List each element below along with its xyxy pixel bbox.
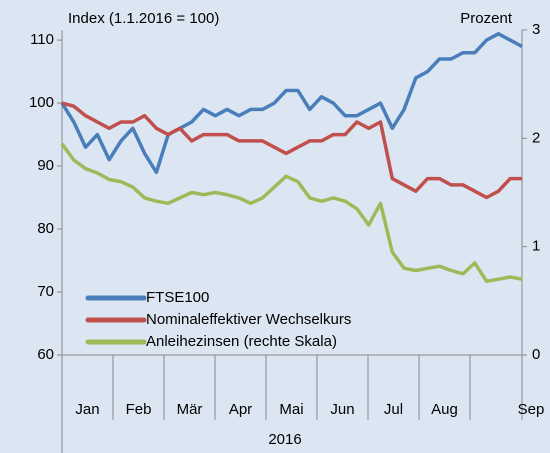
legend-label: Anleihezinsen (rechte Skala) bbox=[146, 333, 337, 350]
x-axis-label: 2016 bbox=[268, 431, 301, 448]
x-tick-label: Mai bbox=[279, 401, 303, 418]
x-tick-label: Jun bbox=[330, 401, 354, 418]
y2-tick-label: 3 bbox=[532, 21, 540, 38]
x-tick-label: Apr bbox=[229, 401, 252, 418]
y2-tick-label: 1 bbox=[532, 238, 540, 255]
y-tick-label: 110 bbox=[30, 31, 54, 48]
legend-label: Nominaleffektiver Wechselkurs bbox=[146, 311, 351, 328]
series-line bbox=[60, 32, 523, 175]
x-tick-label: Jul bbox=[384, 401, 403, 418]
y-tick-label: 80 bbox=[37, 220, 54, 237]
x-tick-label: Jan bbox=[75, 401, 99, 418]
y2-tick-label: 0 bbox=[532, 346, 540, 363]
x-tick-label: Aug bbox=[431, 401, 458, 418]
y-tick-label: 70 bbox=[37, 283, 54, 300]
y2-axis-label: Prozent bbox=[460, 10, 513, 27]
y-tick-label: 100 bbox=[29, 94, 54, 111]
x-tick-label: Sep bbox=[518, 401, 545, 418]
x-tick-label: Mär bbox=[177, 401, 203, 418]
y2-tick-label: 2 bbox=[532, 129, 540, 146]
legend-label: FTSE100 bbox=[146, 289, 209, 306]
series-line bbox=[60, 142, 523, 284]
y-axis-label: Index (1.1.2016 = 100) bbox=[68, 10, 219, 27]
y-tick-label: 60 bbox=[37, 346, 54, 363]
x-tick-label: Feb bbox=[126, 401, 152, 418]
series-line bbox=[61, 101, 522, 200]
y-tick-label: 90 bbox=[37, 157, 54, 174]
